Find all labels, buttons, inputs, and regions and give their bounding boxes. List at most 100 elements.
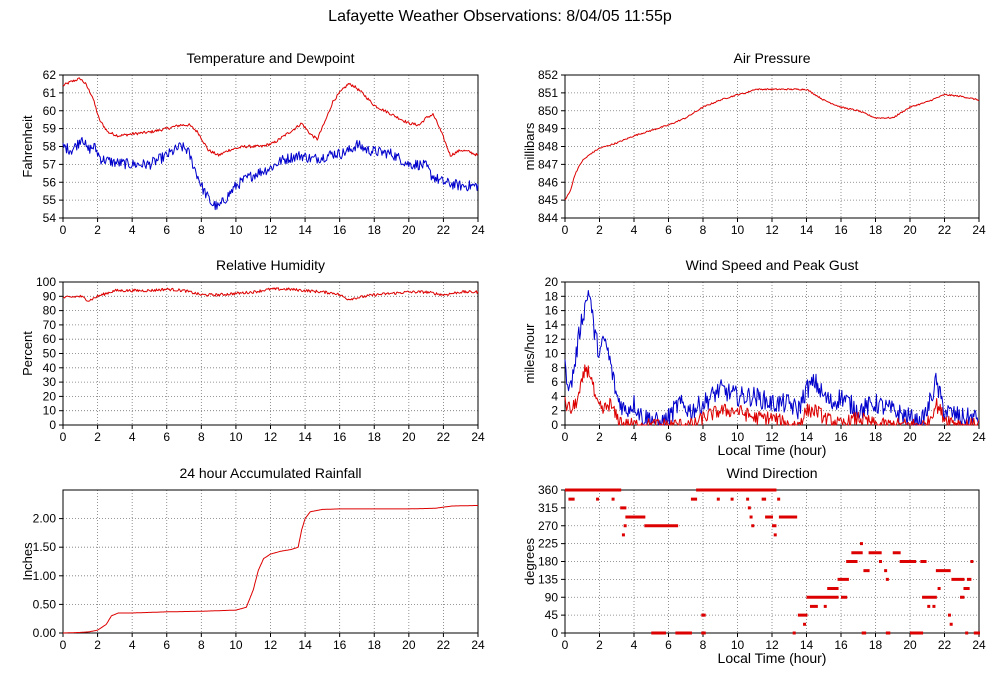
y-tick-label: 0.00 bbox=[33, 626, 57, 640]
wind-direction-mark bbox=[960, 595, 965, 599]
x-tick-label: 16 bbox=[834, 638, 848, 652]
wind-direction-mark bbox=[949, 622, 953, 626]
y-tick-label: 0.50 bbox=[33, 597, 57, 611]
x-tick-label: 10 bbox=[229, 223, 243, 237]
y-tick-label: 0 bbox=[551, 418, 558, 432]
chart-title: Wind Direction bbox=[726, 465, 817, 481]
x-tick-label: 16 bbox=[834, 430, 848, 444]
wind-direction-mark bbox=[951, 577, 965, 581]
x-tick-label: 4 bbox=[129, 638, 136, 652]
y-tick-label: 135 bbox=[538, 572, 558, 586]
x-tick-label: 18 bbox=[368, 223, 382, 237]
wind-direction-mark bbox=[621, 533, 625, 537]
wind-direction-mark bbox=[837, 577, 849, 581]
x-tick-label: 20 bbox=[402, 223, 416, 237]
wind-direction-mark bbox=[596, 497, 600, 501]
y-tick-label: 12 bbox=[545, 332, 559, 346]
x-tick-label: 8 bbox=[700, 638, 707, 652]
x-tick-label: 22 bbox=[437, 223, 451, 237]
wind-direction-mark bbox=[651, 631, 667, 635]
press-chart: 0 2 4 6 8 10 12 14 16 18 20 22 248448458468478488498… bbox=[522, 50, 986, 237]
y-axis-label: Inches bbox=[20, 542, 35, 581]
wind-direction-mark bbox=[823, 604, 827, 608]
x-tick-label: 2 bbox=[94, 223, 101, 237]
x-tick-label: 4 bbox=[631, 223, 638, 237]
wind-direction-mark bbox=[747, 506, 751, 510]
x-tick-label: 20 bbox=[402, 638, 416, 652]
y-tick-label: 59 bbox=[43, 122, 57, 136]
y-tick-label: 61 bbox=[43, 86, 57, 100]
y-tick-label: 360 bbox=[538, 483, 558, 497]
x-tick-label: 6 bbox=[665, 638, 672, 652]
y-tick-label: 20 bbox=[545, 275, 559, 289]
x-tick-label: 20 bbox=[903, 430, 917, 444]
x-tick-label: 12 bbox=[264, 223, 278, 237]
chart-title: Temperature and Dewpoint bbox=[186, 50, 354, 66]
x-tick-label: 8 bbox=[198, 638, 205, 652]
wind-direction-mark bbox=[765, 515, 773, 519]
rain-chart: 0 2 4 6 8 10 12 14 16 18 20 22 240.000.501.001.502.0… bbox=[20, 465, 485, 652]
x-tick-label: 18 bbox=[368, 638, 382, 652]
y-tick-label: 60 bbox=[43, 332, 57, 346]
chart-title: Relative Humidity bbox=[216, 257, 325, 273]
wind-direction-mark bbox=[884, 569, 888, 573]
wind-direction-mark bbox=[973, 631, 980, 635]
x-tick-label: 6 bbox=[163, 223, 170, 237]
wind-direction-mark bbox=[868, 551, 882, 555]
wind-direction-mark bbox=[892, 551, 901, 555]
x-tick-label: 0 bbox=[562, 430, 569, 444]
rh-chart: 0 2 4 6 8 10 12 14 16 18 20 22 240102030405060708090… bbox=[20, 257, 485, 444]
wind-direction-mark bbox=[861, 631, 867, 635]
y-tick-label: 850 bbox=[538, 104, 558, 118]
wind-direction-mark bbox=[947, 613, 951, 617]
x-tick-label: 14 bbox=[800, 430, 814, 444]
wind-direction-mark bbox=[846, 560, 858, 563]
x-tick-label: 18 bbox=[368, 430, 382, 444]
x-tick-label: 18 bbox=[869, 430, 883, 444]
y-axis-label: Fahrenheit bbox=[20, 115, 35, 178]
x-tick-label: 8 bbox=[700, 430, 707, 444]
x-tick-label: 24 bbox=[972, 223, 986, 237]
y-tick-label: 2 bbox=[551, 404, 558, 418]
x-tick-label: 4 bbox=[129, 223, 136, 237]
x-axis-label: Local Time (hour) bbox=[718, 442, 827, 458]
wind-direction-mark bbox=[777, 497, 781, 501]
x-tick-label: 0 bbox=[60, 430, 67, 444]
x-tick-label: 10 bbox=[731, 430, 745, 444]
wind-direction-mark bbox=[620, 506, 627, 510]
x-tick-label: 18 bbox=[869, 223, 883, 237]
x-tick-label: 22 bbox=[938, 638, 952, 652]
wind-direction-mark bbox=[797, 613, 808, 617]
x-tick-label: 16 bbox=[333, 638, 347, 652]
wind-direction-mark bbox=[706, 488, 777, 492]
x-tick-label: 2 bbox=[596, 223, 603, 237]
y-tick-label: 0 bbox=[551, 626, 558, 640]
x-tick-label: 22 bbox=[437, 430, 451, 444]
x-tick-label: 24 bbox=[972, 430, 986, 444]
x-tick-label: 2 bbox=[94, 430, 101, 444]
wind-direction-mark bbox=[568, 497, 575, 501]
page-title: Lafayette Weather Observations: 8/04/05 … bbox=[328, 8, 672, 25]
y-tick-label: 225 bbox=[538, 537, 558, 551]
y-tick-label: 90 bbox=[43, 289, 57, 303]
x-tick-label: 22 bbox=[938, 223, 952, 237]
y-tick-label: 2.00 bbox=[33, 512, 57, 526]
y-tick-label: 315 bbox=[538, 501, 558, 515]
x-tick-label: 0 bbox=[60, 223, 67, 237]
y-tick-label: 57 bbox=[43, 157, 57, 171]
wind-direction-mark bbox=[910, 631, 924, 635]
x-tick-label: 14 bbox=[298, 223, 312, 237]
y-tick-label: 851 bbox=[538, 86, 558, 100]
y-tick-label: 18 bbox=[545, 289, 559, 303]
temp-series-line-0 bbox=[62, 77, 479, 157]
x-tick-label: 12 bbox=[765, 223, 779, 237]
y-axis-label: millibars bbox=[522, 122, 537, 170]
wind-direction-mark bbox=[778, 515, 798, 519]
wind-series-line-0 bbox=[564, 290, 980, 426]
press-series-line-0 bbox=[564, 88, 980, 201]
wind-direction-mark bbox=[625, 515, 646, 519]
x-tick-label: 6 bbox=[163, 430, 170, 444]
x-tick-label: 12 bbox=[765, 430, 779, 444]
wind-direction-mark bbox=[803, 622, 807, 626]
y-tick-label: 846 bbox=[538, 175, 558, 189]
